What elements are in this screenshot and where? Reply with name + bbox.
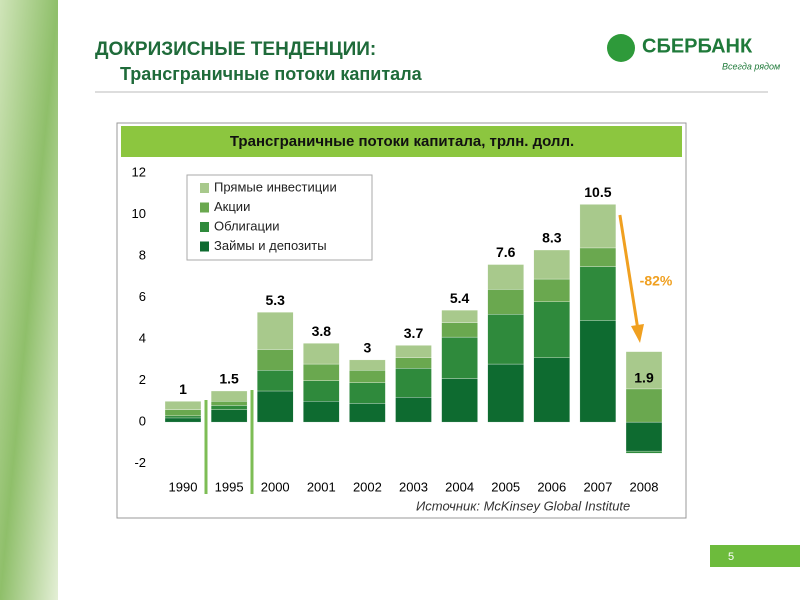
bar-segment: [395, 357, 432, 369]
bar-segment: [487, 289, 524, 315]
y-tick-label: 8: [139, 248, 146, 263]
bar-segment: [487, 363, 524, 423]
side-decoration: [0, 0, 58, 600]
y-tick-label: 2: [139, 372, 146, 387]
bar-segment: [579, 320, 617, 423]
bar-segment: [579, 266, 617, 321]
bar-segment: [210, 409, 248, 423]
bar-segment: [441, 322, 478, 338]
bar-segment: [349, 359, 386, 371]
total-label: 3.8: [312, 323, 332, 339]
total-label: 1.5: [219, 371, 239, 387]
total-label: 1.9: [634, 369, 654, 385]
bar-segment: [533, 301, 570, 358]
page-number: 5: [728, 551, 734, 563]
legend-label: Займы и депозиты: [214, 238, 327, 253]
bar-segment: [349, 382, 386, 404]
bar-segment: [579, 204, 617, 249]
bar-segment: [164, 409, 202, 417]
total-label: 5.3: [265, 292, 285, 308]
total-label: 1: [179, 381, 187, 397]
total-label: 5.4: [450, 290, 470, 306]
bar-segment: [533, 357, 570, 423]
bar-segment: [210, 390, 248, 402]
x-tick-label: 2000: [261, 479, 290, 494]
bar-segment: [395, 368, 432, 398]
x-tick-label: 2002: [353, 479, 382, 494]
total-label: 10.5: [584, 184, 611, 200]
bar-segment: [441, 336, 478, 379]
bar-segment: [625, 388, 663, 423]
legend-label: Акции: [214, 199, 250, 214]
x-tick-label: 2003: [399, 479, 428, 494]
y-tick-label: 10: [132, 206, 146, 221]
bar-segment: [303, 343, 340, 365]
total-label: 8.3: [542, 230, 562, 246]
total-label: 3.7: [404, 325, 424, 341]
y-tick-label: 4: [139, 331, 146, 346]
bar-segment: [395, 397, 432, 423]
bar-segment: [625, 351, 663, 390]
bar-segment: [257, 390, 294, 423]
legend-swatch: [200, 241, 209, 252]
bar-segment: [257, 370, 294, 392]
chart-title-bar: [121, 126, 682, 157]
legend-label: Прямые инвестиции: [214, 179, 337, 194]
legend: [186, 174, 373, 261]
bar-segment: [164, 401, 202, 410]
legend-swatch: [200, 183, 209, 193]
x-tick-label: 2004: [445, 479, 474, 494]
y-tick-label: 12: [132, 165, 146, 180]
total-label: 3: [364, 340, 372, 356]
source: Источник: McKinsey Global Institute: [416, 498, 630, 513]
bar-segment: [210, 401, 248, 406]
x-tick-label: 2006: [537, 479, 566, 494]
chart-title: Трансграничные потоки капитала, трлн. до…: [230, 133, 574, 150]
logo-name: СБЕРБАНК: [642, 35, 753, 57]
bar-segment: [533, 249, 570, 280]
bar-segment: [487, 264, 524, 290]
page-number-box: [710, 545, 800, 567]
x-tick-label: 2005: [491, 479, 520, 494]
slide-subtitle: Трансграничные потоки капитала: [120, 64, 423, 84]
annotation: -82%: [640, 273, 673, 289]
bar-segment: [625, 450, 663, 454]
arrow-head: [631, 324, 644, 343]
bar-segment: [625, 421, 663, 452]
bar-segment: [303, 401, 340, 423]
bar-segment: [395, 345, 432, 358]
bar-segment: [487, 314, 524, 365]
bar-segment: [303, 380, 340, 402]
bar-segment: [579, 247, 617, 267]
logo-icon: [607, 34, 635, 62]
logo-slogan: Всегда рядом: [722, 61, 780, 71]
bar-segment: [164, 417, 202, 423]
bar-segment: [164, 415, 202, 419]
x-tick-label: 2001: [307, 479, 336, 494]
x-tick-label: 1990: [169, 479, 198, 494]
bar-segment: [303, 363, 340, 381]
bar-segment: [349, 403, 386, 423]
y-tick-label: -2: [134, 455, 146, 470]
bar-segment: [257, 349, 294, 371]
legend-swatch: [200, 202, 209, 213]
y-tick-label: 6: [139, 289, 146, 304]
bar-segment: [257, 312, 294, 350]
x-tick-label: 2008: [630, 479, 659, 494]
bar-segment: [441, 378, 478, 423]
slide-title: ДОКРИЗИСНЫЕ ТЕНДЕНЦИИ:: [95, 39, 376, 60]
bar-segment: [441, 309, 478, 323]
bar-segment: [533, 278, 570, 302]
bar-segment: [210, 405, 248, 410]
annotation-arrow: [618, 214, 640, 331]
x-tick-label: 2007: [583, 479, 612, 494]
x-tick-label: 1995: [215, 479, 244, 494]
bar-segment: [349, 370, 386, 383]
total-label: 7.6: [496, 244, 516, 260]
y-tick-label: 0: [139, 414, 146, 429]
legend-label: Облигации: [214, 218, 279, 233]
legend-swatch: [200, 222, 209, 232]
